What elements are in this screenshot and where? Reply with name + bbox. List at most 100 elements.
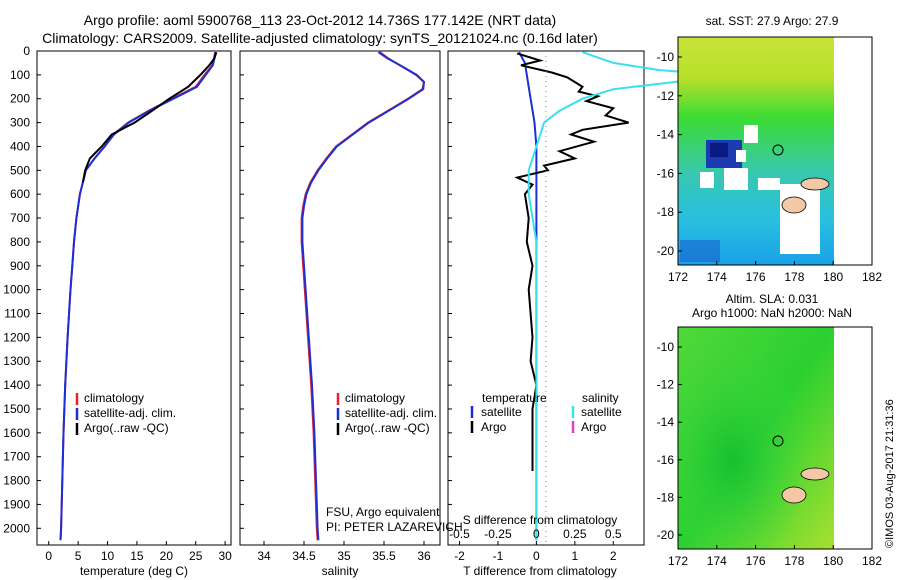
depth-tick-label: 1300 — [3, 354, 30, 368]
map-y-tick-label: -10 — [657, 340, 675, 354]
sst-map-title: sat. SST: 27.9 Argo: 27.9 — [706, 14, 839, 28]
depth-axis: 0 100 200 300 400 500 600 700 800 900 1000 1100 1200… — [3, 44, 452, 535]
map-x-tick-label: 178 — [784, 554, 804, 568]
diff-legend-s-satellite: satellite — [581, 405, 622, 419]
map-y-tick-label: -18 — [657, 205, 675, 219]
map-x-tick-label: 180 — [823, 270, 843, 284]
depth-tick-label: 700 — [10, 211, 30, 225]
depth-tick-label: 300 — [10, 116, 30, 130]
difference-legend: temperature salinity satellite Argo sate… — [470, 391, 622, 434]
s-diff-tick-label: -0.25 — [484, 527, 512, 541]
salinity-legend: climatology satellite-adj. clim. Argo(..… — [336, 391, 437, 435]
depth-tick-label: 1700 — [3, 450, 30, 464]
series-line-argo — [514, 52, 629, 471]
depth-tick-label: 500 — [10, 163, 30, 177]
map-x-tick-label: 176 — [746, 270, 766, 284]
sla-map-subtitle: Argo h1000: NaN h2000: NaN — [692, 306, 852, 320]
temperature-x-ticks: 0 5 10 15 20 25 30 — [45, 541, 232, 563]
sla-map — [677, 326, 873, 550]
sst-map — [677, 36, 873, 266]
salinity-panel — [239, 50, 441, 546]
map-y-tick-label: -16 — [657, 453, 675, 467]
depth-tick-label: 0 — [23, 44, 30, 58]
depth-tick-label: 400 — [10, 139, 30, 153]
diff-legend-t-satellite: satellite — [481, 405, 522, 419]
map-x-tick-label: 178 — [784, 270, 804, 284]
depth-tick-label: 1900 — [3, 497, 30, 511]
x-tick-label: -2 — [454, 549, 465, 563]
depth-tick-label: 1800 — [3, 474, 30, 488]
map-x-tick-label: 182 — [862, 270, 882, 284]
depth-tick-label: 1200 — [3, 330, 30, 344]
x-tick-label: 0 — [45, 549, 52, 563]
x-tick-label: 34 — [257, 549, 271, 563]
x-tick-label: 35.5 — [372, 549, 396, 563]
s-diff-tick-label: 0.5 — [605, 527, 622, 541]
depth-tick-label: 800 — [10, 235, 30, 249]
x-tick-label: 5 — [75, 549, 82, 563]
map-x-tick-label: 172 — [668, 270, 688, 284]
legend-satellite: satellite-adj. clim. — [84, 406, 176, 420]
map-y-tick-label: -14 — [657, 128, 675, 142]
map-y-tick-label: -18 — [657, 490, 675, 504]
x-tick-label: 35 — [337, 549, 351, 563]
s-diff-tick-label: 0 — [533, 527, 540, 541]
sal-legend-climatology: climatology — [345, 391, 405, 405]
depth-tick-label: 1400 — [3, 378, 30, 392]
legend-title-temperature: temperature — [482, 391, 547, 405]
x-tick-label: 20 — [160, 549, 174, 563]
legend-argo: Argo(..raw -QC) — [84, 421, 169, 435]
depth-tick-label: 200 — [10, 92, 30, 106]
header-line-1: Argo profile: aoml 5900768_113 23-Oct-20… — [84, 12, 556, 28]
s-difference-ticks: -0.5 -0.25 0 0.25 0.5 — [449, 527, 622, 541]
temperature-series — [59, 51, 218, 541]
sal-legend-argo: Argo(..raw -QC) — [345, 421, 430, 435]
x-tick-label: 10 — [101, 549, 115, 563]
imos-stamp: ©IMOS 03-Aug-2017 21:31:36 — [884, 399, 896, 548]
x-tick-label: -1 — [493, 549, 504, 563]
map-y-tick-label: -14 — [657, 415, 675, 429]
salinity-series — [300, 51, 426, 541]
x-tick-label: 36 — [417, 549, 431, 563]
pi-note-1: FSU, Argo equivalent — [326, 505, 440, 519]
map-y-tick-label: -12 — [657, 378, 675, 392]
depth-tick-label: 1100 — [4, 307, 30, 321]
sst-map-ticks: 172 174 176 178 180 182 -10 -12 -14 -16 -18 -20 — [657, 50, 883, 284]
s-diff-tick-label: 0.25 — [563, 527, 587, 541]
depth-tick-label: 1500 — [3, 402, 30, 416]
map-y-tick-label: -20 — [657, 244, 675, 258]
depth-tick-label: 1000 — [3, 283, 30, 297]
map-x-tick-label: 172 — [668, 554, 688, 568]
map-x-tick-label: 182 — [862, 554, 882, 568]
x-tick-label: 2 — [610, 549, 617, 563]
pi-note-2: PI: PETER LAZAREVICH — [326, 520, 463, 534]
salinity-x-ticks: 34 34.5 35 35.5 36 — [257, 541, 431, 563]
x-tick-label: 0 — [533, 549, 540, 563]
difference-axis-label: T difference from climatology — [463, 564, 617, 578]
header-line-2: Climatology: CARS2009. Satellite-adjuste… — [42, 30, 598, 46]
series-line-argo-raw-qc — [81, 51, 218, 183]
map-x-tick-label: 174 — [707, 270, 727, 284]
map-y-tick-label: -16 — [657, 166, 675, 180]
map-y-tick-label: -12 — [657, 89, 675, 103]
s-difference-label: S difference from climatology — [463, 513, 618, 527]
legend-climatology: climatology — [84, 391, 144, 405]
depth-tick-label: 2000 — [3, 521, 30, 535]
difference-panel — [447, 50, 645, 546]
sla-map-title: Altim. SLA: 0.031 — [726, 292, 819, 306]
series-line-satellite-adj-clim — [301, 51, 426, 541]
depth-tick-label: 900 — [10, 259, 30, 273]
sal-legend-satellite: satellite-adj. clim. — [345, 406, 437, 420]
map-y-tick-label: -20 — [657, 528, 675, 542]
x-tick-label: 34.5 — [292, 549, 316, 563]
depth-tick-label: 100 — [10, 68, 30, 82]
temperature-legend: climatology satellite-adj. clim. Argo(..… — [75, 391, 176, 435]
x-tick-label: 1 — [571, 549, 578, 563]
salinity-axis-label: salinity — [322, 564, 359, 578]
legend-title-salinity: salinity — [582, 391, 619, 405]
s-diff-tick-label: -0.5 — [449, 527, 470, 541]
sla-map-ticks: 172 174 176 178 180 182 -10 -12 -14 -16 -18 -20 — [657, 340, 883, 568]
x-tick-label: 15 — [130, 549, 144, 563]
difference-x-ticks: -2 -1 0 1 2 — [454, 541, 617, 563]
